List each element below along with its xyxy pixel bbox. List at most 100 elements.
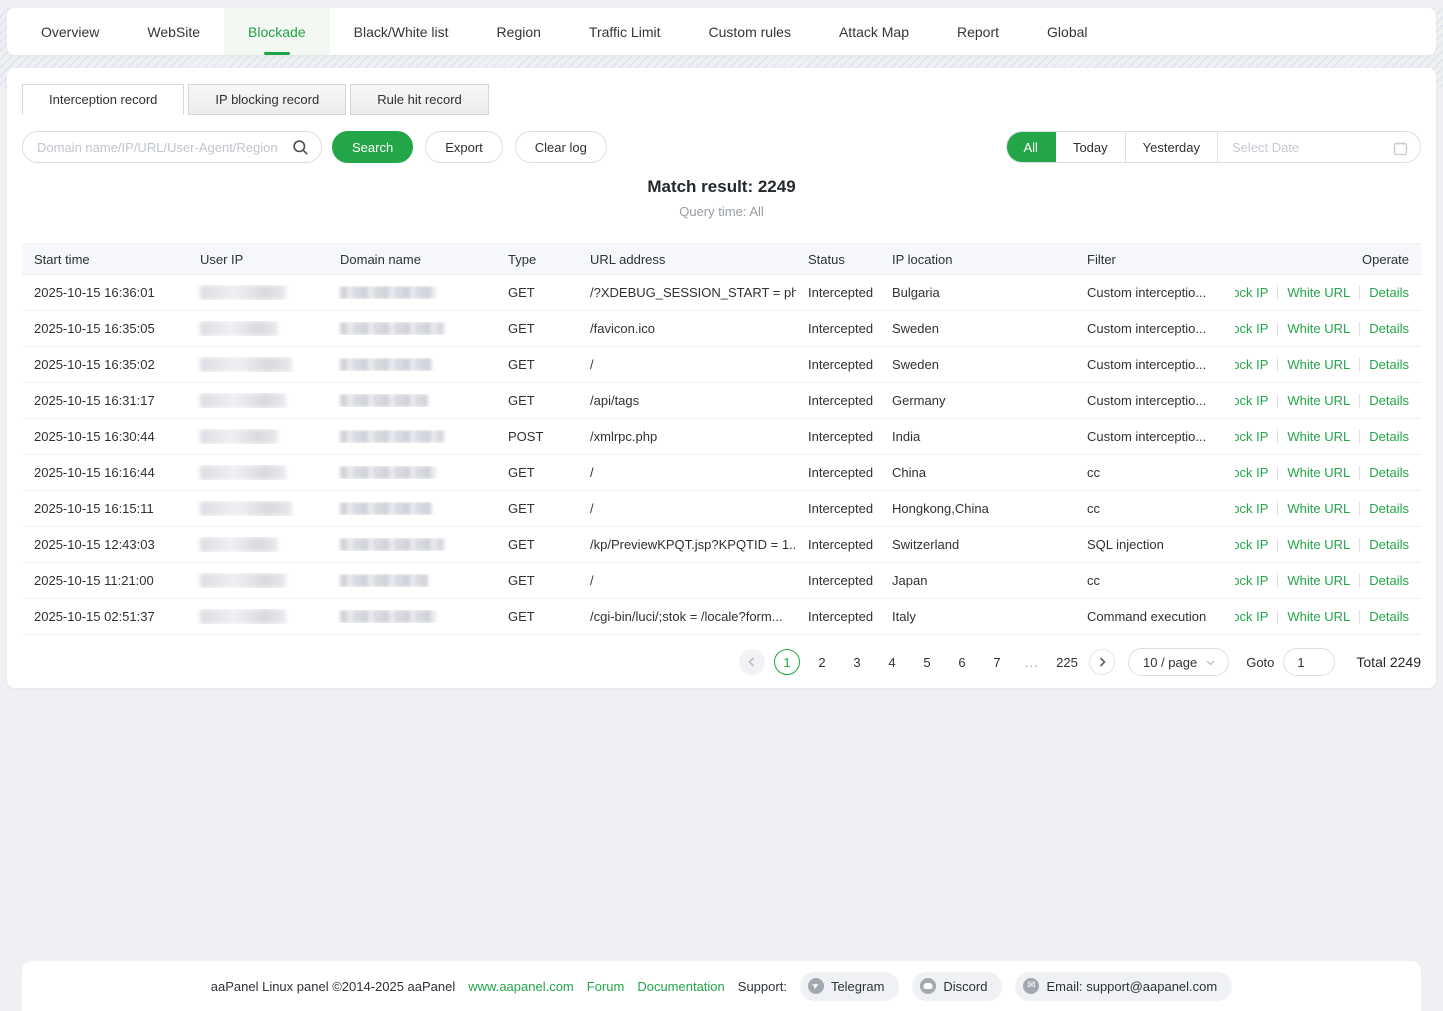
cell-user-ip <box>188 573 328 588</box>
nav-item[interactable]: Attack Map <box>838 23 909 40</box>
white-url-link[interactable]: White URL <box>1277 393 1359 408</box>
white-url-link[interactable]: White URL <box>1277 285 1359 300</box>
white-url-link[interactable]: White URL <box>1277 357 1359 372</box>
redacted-user-ip <box>200 429 278 444</box>
telegram-icon <box>807 978 824 994</box>
nav-item[interactable]: Region <box>496 23 541 40</box>
search-button[interactable]: Search <box>332 131 414 163</box>
cell-url-address: / <box>590 357 594 372</box>
subtab[interactable]: IP blocking record <box>188 84 347 115</box>
export-button[interactable]: Export <box>425 131 503 163</box>
block-ip-link[interactable]: Block IP <box>1235 465 1269 480</box>
page-number-button[interactable]: 3 <box>843 649 870 675</box>
cell-operate: Block IP White URL Details <box>1235 429 1421 444</box>
search-icon <box>292 139 309 156</box>
table-row: 2025-10-15 16:15:11 GET / Intercepted Ho… <box>22 491 1421 527</box>
page-number-button[interactable]: ... <box>1018 649 1045 675</box>
cell-filter: Custom interceptio... <box>1087 393 1207 408</box>
clear-log-button[interactable]: Clear log <box>514 131 607 163</box>
support-badge[interactable]: Discord <box>912 971 1003 1001</box>
nav-item[interactable]: Custom rules <box>708 23 791 40</box>
block-ip-link[interactable]: Block IP <box>1235 501 1269 516</box>
page-number-button[interactable]: 1 <box>773 649 800 675</box>
subtab[interactable]: Interception record <box>22 84 185 115</box>
cell-type: GET <box>508 501 535 516</box>
details-link[interactable]: Details <box>1359 465 1409 480</box>
cell-start-time: 2025-10-15 11:21:00 <box>34 573 154 588</box>
white-url-link[interactable]: White URL <box>1277 501 1359 516</box>
cell-type: GET <box>508 573 535 588</box>
cell-url-address: / <box>590 573 594 588</box>
details-link[interactable]: Details <box>1359 285 1409 300</box>
block-ip-link[interactable]: Block IP <box>1235 285 1269 300</box>
nav-item[interactable]: Report <box>957 23 1000 40</box>
page-number-button[interactable]: 7 <box>983 649 1010 675</box>
cell-domain-name <box>328 466 496 479</box>
cell-url-address: /kp/PreviewKPQT.jsp?KPQTID = 1... <box>590 537 796 552</box>
goto-page-input[interactable] <box>1283 648 1336 676</box>
details-link[interactable]: Details <box>1359 609 1409 624</box>
cell-start-time: 2025-10-15 12:43:03 <box>34 537 155 552</box>
block-ip-link[interactable]: Block IP <box>1235 537 1269 552</box>
cell-operate: Block IP White URL Details <box>1235 321 1421 336</box>
range-button[interactable]: Today <box>1056 132 1126 162</box>
page-number-button[interactable]: 225 <box>1053 649 1080 675</box>
block-ip-link[interactable]: Block IP <box>1235 393 1269 408</box>
date-range-group: All Today Yesterday <box>1005 131 1421 163</box>
table-row: 2025-10-15 02:51:37 GET /cgi-bin/luci/;s… <box>22 599 1421 635</box>
nav-item[interactable]: Black/White list <box>353 23 449 40</box>
redacted-user-ip <box>200 537 278 552</box>
header-ip-location: IP location <box>892 251 953 267</box>
search-input[interactable] <box>23 132 321 162</box>
forum-link[interactable]: Forum <box>586 978 625 994</box>
block-ip-link[interactable]: Block IP <box>1235 429 1269 444</box>
details-link[interactable]: Details <box>1359 357 1409 372</box>
details-link[interactable]: Details <box>1359 501 1409 516</box>
cell-status: Intercepted <box>808 285 874 300</box>
details-link[interactable]: Details <box>1359 573 1409 588</box>
cell-filter: Command execution <box>1087 609 1207 624</box>
support-badge[interactable]: Telegram <box>799 971 900 1001</box>
cell-status: Intercepted <box>808 573 874 588</box>
white-url-link[interactable]: White URL <box>1277 321 1359 336</box>
date-input[interactable] <box>1218 139 1420 155</box>
block-ip-link[interactable]: Block IP <box>1235 357 1269 372</box>
details-link[interactable]: Details <box>1359 429 1409 444</box>
page-number-button[interactable]: 2 <box>808 649 835 675</box>
table-row: 2025-10-15 11:21:00 GET / Intercepted Ja… <box>22 563 1421 599</box>
white-url-link[interactable]: White URL <box>1277 429 1359 444</box>
white-url-link[interactable]: White URL <box>1277 465 1359 480</box>
cell-ip-location: Sweden <box>892 357 939 372</box>
next-page-button[interactable] <box>1088 649 1115 675</box>
table-row: 2025-10-15 16:31:17 GET /api/tags Interc… <box>22 383 1421 419</box>
white-url-link[interactable]: White URL <box>1277 609 1359 624</box>
page-number-button[interactable]: 4 <box>878 649 905 675</box>
cell-ip-location: Germany <box>892 393 946 408</box>
details-link[interactable]: Details <box>1359 537 1409 552</box>
website-link[interactable]: www.aapanel.com <box>468 978 574 994</box>
nav-item[interactable]: WebSite <box>147 23 201 40</box>
support-badge[interactable]: Email: support@aapanel.com <box>1015 971 1233 1001</box>
range-button[interactable]: Yesterday <box>1126 132 1218 162</box>
range-button[interactable]: All <box>1006 132 1056 162</box>
cell-filter: cc <box>1087 501 1100 516</box>
nav-item[interactable]: Global <box>1047 23 1088 40</box>
nav-item[interactable]: Overview <box>41 23 100 40</box>
page-size-select[interactable]: 10 / page <box>1127 648 1230 676</box>
prev-page-button[interactable] <box>738 649 765 675</box>
cell-start-time: 2025-10-15 16:35:05 <box>34 321 155 336</box>
page-number-button[interactable]: 5 <box>913 649 940 675</box>
white-url-link[interactable]: White URL <box>1277 573 1359 588</box>
nav-item[interactable]: Blockade <box>224 8 330 55</box>
details-link[interactable]: Details <box>1359 321 1409 336</box>
nav-item[interactable]: Traffic Limit <box>588 23 661 40</box>
page-number-button[interactable]: 6 <box>948 649 975 675</box>
block-ip-link[interactable]: Block IP <box>1235 609 1269 624</box>
subtab[interactable]: Rule hit record <box>350 84 489 115</box>
cell-type: GET <box>508 609 535 624</box>
white-url-link[interactable]: White URL <box>1277 537 1359 552</box>
details-link[interactable]: Details <box>1359 393 1409 408</box>
block-ip-link[interactable]: Block IP <box>1235 573 1269 588</box>
documentation-link[interactable]: Documentation <box>637 978 725 994</box>
block-ip-link[interactable]: Block IP <box>1235 321 1269 336</box>
